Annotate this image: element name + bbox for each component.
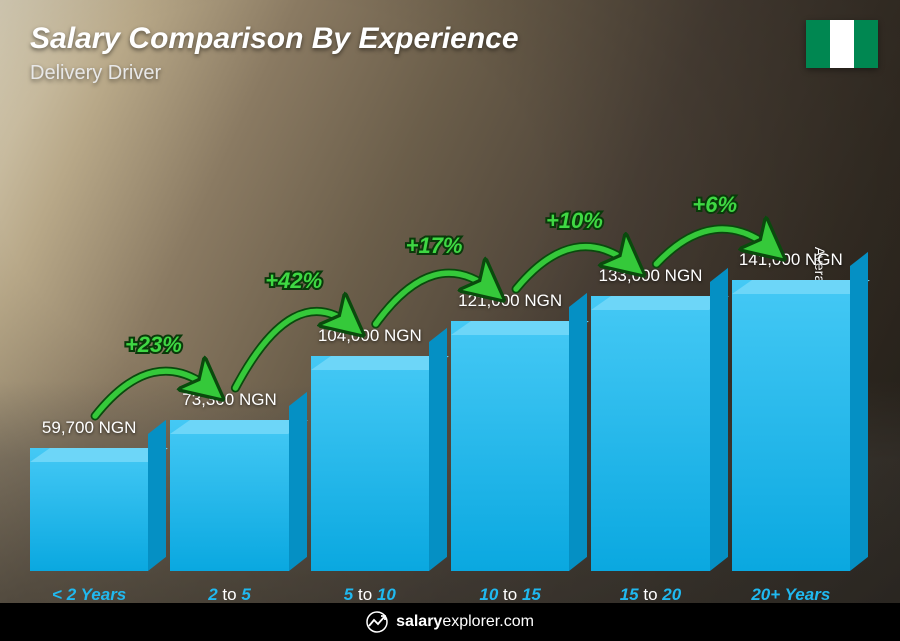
bar-value-label: 121,000 NGN: [458, 291, 562, 311]
bar-5: 141,000 NGN 20+ Years: [732, 250, 850, 571]
logo-icon: [366, 611, 388, 633]
svg-text:+10%: +10%: [546, 208, 603, 233]
bar-2: 104,000 NGN 5 to 10: [311, 326, 429, 571]
growth-pct: +23%: [125, 332, 182, 357]
bar-x-label: < 2 Years: [18, 585, 160, 605]
chart-subtitle: Delivery Driver: [30, 62, 161, 85]
growth-pct: +6%: [692, 192, 737, 217]
flag-icon: [806, 20, 878, 68]
bar-3: 121,000 NGN 10 to 15: [451, 291, 569, 571]
growth-pct: +17%: [406, 233, 463, 258]
bar-shape: [591, 296, 709, 571]
svg-text:+23%: +23%: [125, 332, 182, 357]
footer-text: salaryexplorer.com: [396, 613, 534, 631]
bar-1: 73,300 NGN 2 to 5: [170, 390, 288, 571]
footer: salaryexplorer.com: [0, 603, 900, 641]
bar-chart: 59,700 NGN < 2 Years 73,300 NGN 2 to 5 1…: [30, 110, 850, 571]
chart-container: Salary Comparison By Experience Delivery…: [0, 0, 900, 641]
bar-x-label: 15 to 20: [579, 585, 721, 605]
bar-4: 133,000 NGN 15 to 20: [591, 266, 709, 571]
svg-text:+42%: +42%: [265, 268, 322, 293]
bar-shape: [170, 420, 288, 571]
bar-x-label: 20+ Years: [720, 585, 862, 605]
bar-value-label: 141,000 NGN: [739, 250, 843, 270]
bar-x-label: 10 to 15: [439, 585, 581, 605]
bar-value-label: 73,300 NGN: [182, 390, 277, 410]
svg-text:+17%: +17%: [406, 233, 463, 258]
bar-x-label: 2 to 5: [159, 585, 301, 605]
bar-shape: [732, 280, 850, 571]
bar-value-label: 59,700 NGN: [42, 418, 137, 438]
growth-pct: +10%: [546, 208, 603, 233]
bar-shape: [311, 356, 429, 571]
bar-shape: [451, 321, 569, 571]
svg-text:+6%: +6%: [692, 192, 737, 217]
chart-title: Salary Comparison By Experience: [30, 22, 519, 56]
bar-value-label: 133,000 NGN: [599, 266, 703, 286]
bar-x-label: 5 to 10: [299, 585, 441, 605]
bar-value-label: 104,000 NGN: [318, 326, 422, 346]
bar-shape: [30, 448, 148, 571]
growth-pct: +42%: [265, 268, 322, 293]
bar-0: 59,700 NGN < 2 Years: [30, 418, 148, 571]
